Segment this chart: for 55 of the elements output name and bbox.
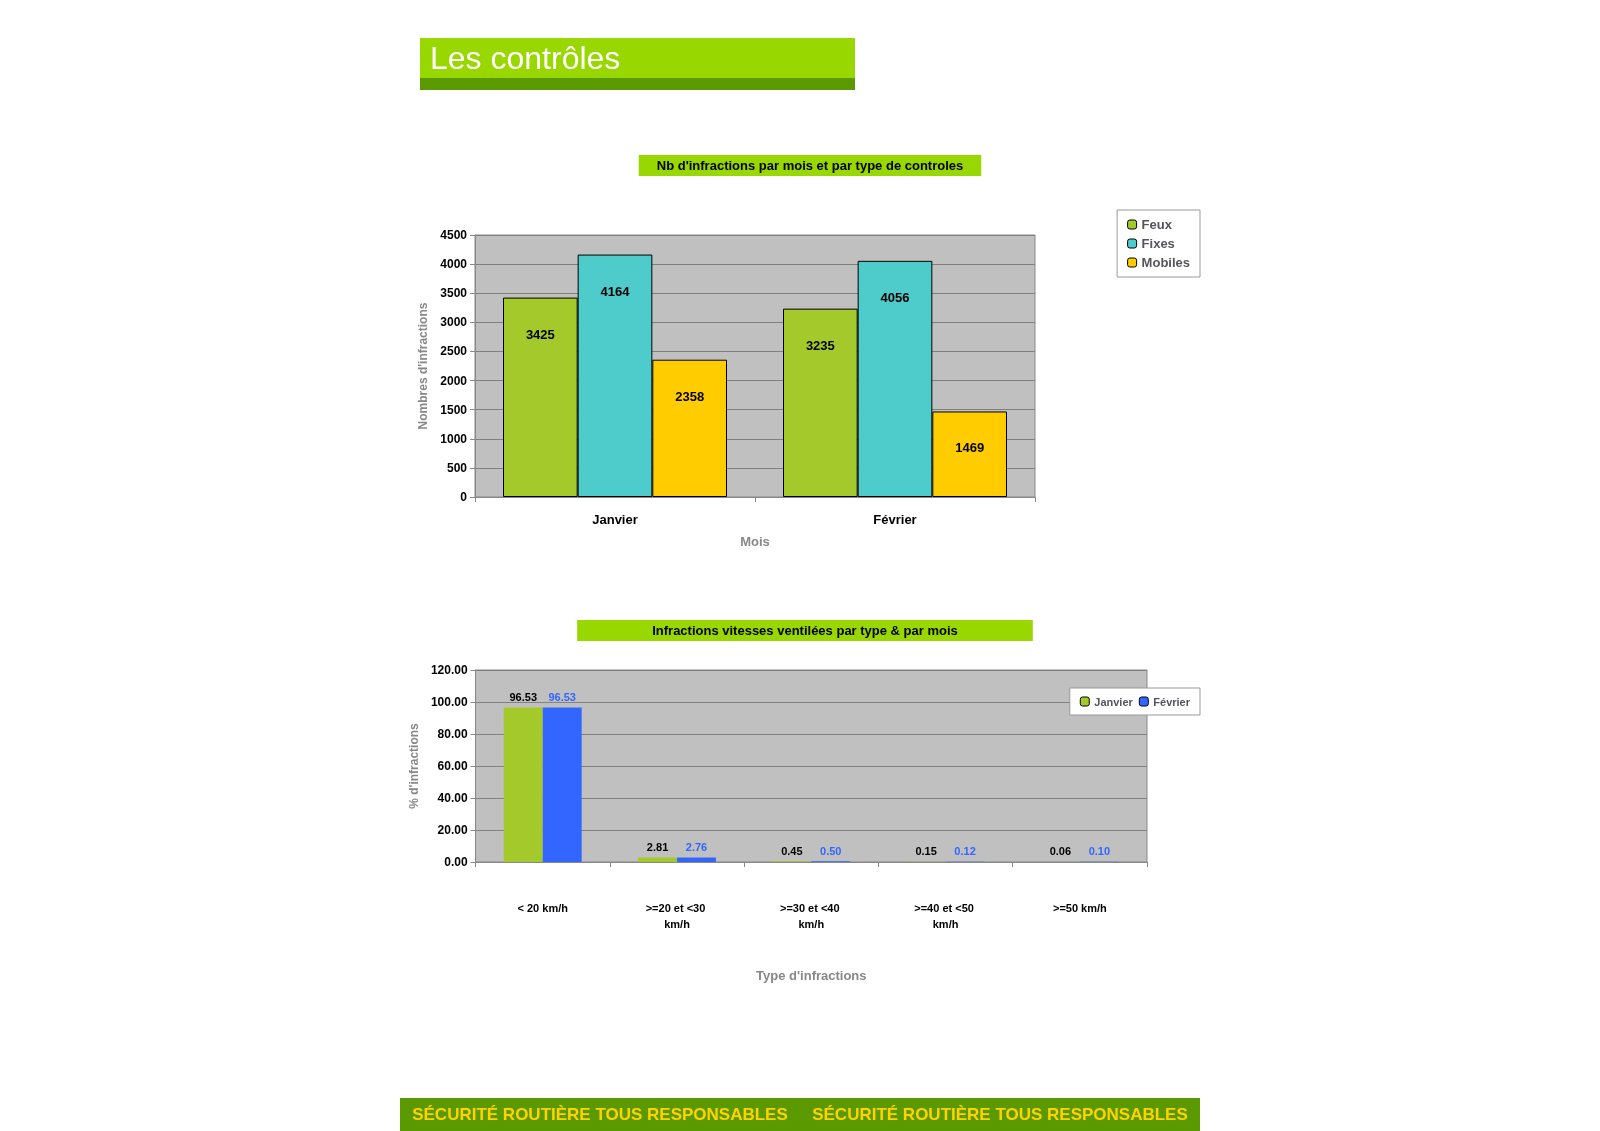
y-tick-label: 3500: [440, 286, 468, 301]
data-label: 3425: [525, 326, 555, 342]
y-tick-label: 80.00: [437, 727, 468, 741]
chart-title: Infractions vitesses ventilées par type & par mois: [652, 623, 958, 638]
bar: [542, 707, 582, 862]
text: SÉCURITÉ ROUTIÈRE TOUS RESPONSABLES: [800, 1098, 1200, 1131]
data-label: 0.15: [915, 845, 937, 858]
data-label: 0.50: [820, 844, 842, 857]
y-tick-label: 0.00: [444, 855, 468, 869]
data-label: 0.10: [1088, 845, 1111, 858]
legend-label: Fixes: [1141, 236, 1175, 251]
x-tick-label: < 20 km/h: [517, 902, 569, 914]
data-label: 2.76: [685, 841, 708, 854]
x-axis-title: Type d'infractions: [756, 968, 867, 983]
data-label: 96.53: [509, 691, 538, 704]
y-tick-label: 2500: [440, 344, 468, 359]
data-label: 4164: [600, 283, 631, 299]
y-tick-label: 4500: [440, 228, 468, 242]
bar: [503, 707, 543, 862]
x-tick-label: >=50 km/h: [1052, 902, 1108, 914]
y-tick-label: 20.00: [437, 823, 468, 837]
text: Les contrôles: [420, 38, 855, 78]
data-label: 1469: [955, 440, 985, 456]
y-tick-label: 3000: [440, 315, 468, 330]
data-label: 96.53: [548, 691, 576, 704]
y-tick-label: 1500: [440, 402, 468, 417]
legend-label: Février: [1153, 695, 1191, 708]
text: SÉCURITÉ ROUTIÈRE TOUS RESPONSABLES: [400, 1098, 800, 1131]
data-label: 0.12: [954, 845, 976, 858]
y-tick-label: 100.00: [430, 695, 468, 709]
y-tick-label: 1000: [440, 431, 468, 446]
chart-title: Nb d'infractions par mois et par type de controles: [656, 158, 964, 173]
data-label: 0.06: [1049, 845, 1072, 858]
data-label: 2358: [675, 388, 705, 404]
legend-label: Mobiles: [1141, 255, 1191, 270]
data-label: 4056: [880, 289, 910, 305]
data-label: 0.45: [781, 844, 803, 857]
y-tick-label: 500: [446, 460, 468, 475]
bar: [677, 857, 716, 862]
legend-label: Feux: [1141, 217, 1173, 232]
y-tick-label: 4000: [440, 257, 468, 272]
y-axis-title: Nombres d'infractions: [416, 302, 431, 430]
y-tick-label: 40.00: [437, 791, 468, 805]
y-tick-label: 60.00: [437, 759, 468, 773]
y-tick-label: 0: [460, 490, 468, 504]
x-tick-label: >=40 et <50 km/h: [914, 902, 977, 930]
y-tick-label: 2000: [440, 373, 468, 388]
data-label: 3235: [805, 337, 835, 353]
y-tick-label: 120.00: [430, 663, 468, 677]
x-tick-label: >=20 et <30 km/h: [645, 902, 709, 930]
y-axis-title: % d'infractions: [407, 722, 421, 809]
x-axis-title: Mois: [740, 534, 770, 549]
legend-label: Janvier: [1094, 695, 1134, 708]
data-label: 2.81: [646, 841, 669, 853]
x-tick-label: >=30 et <40 km/h: [779, 902, 843, 930]
